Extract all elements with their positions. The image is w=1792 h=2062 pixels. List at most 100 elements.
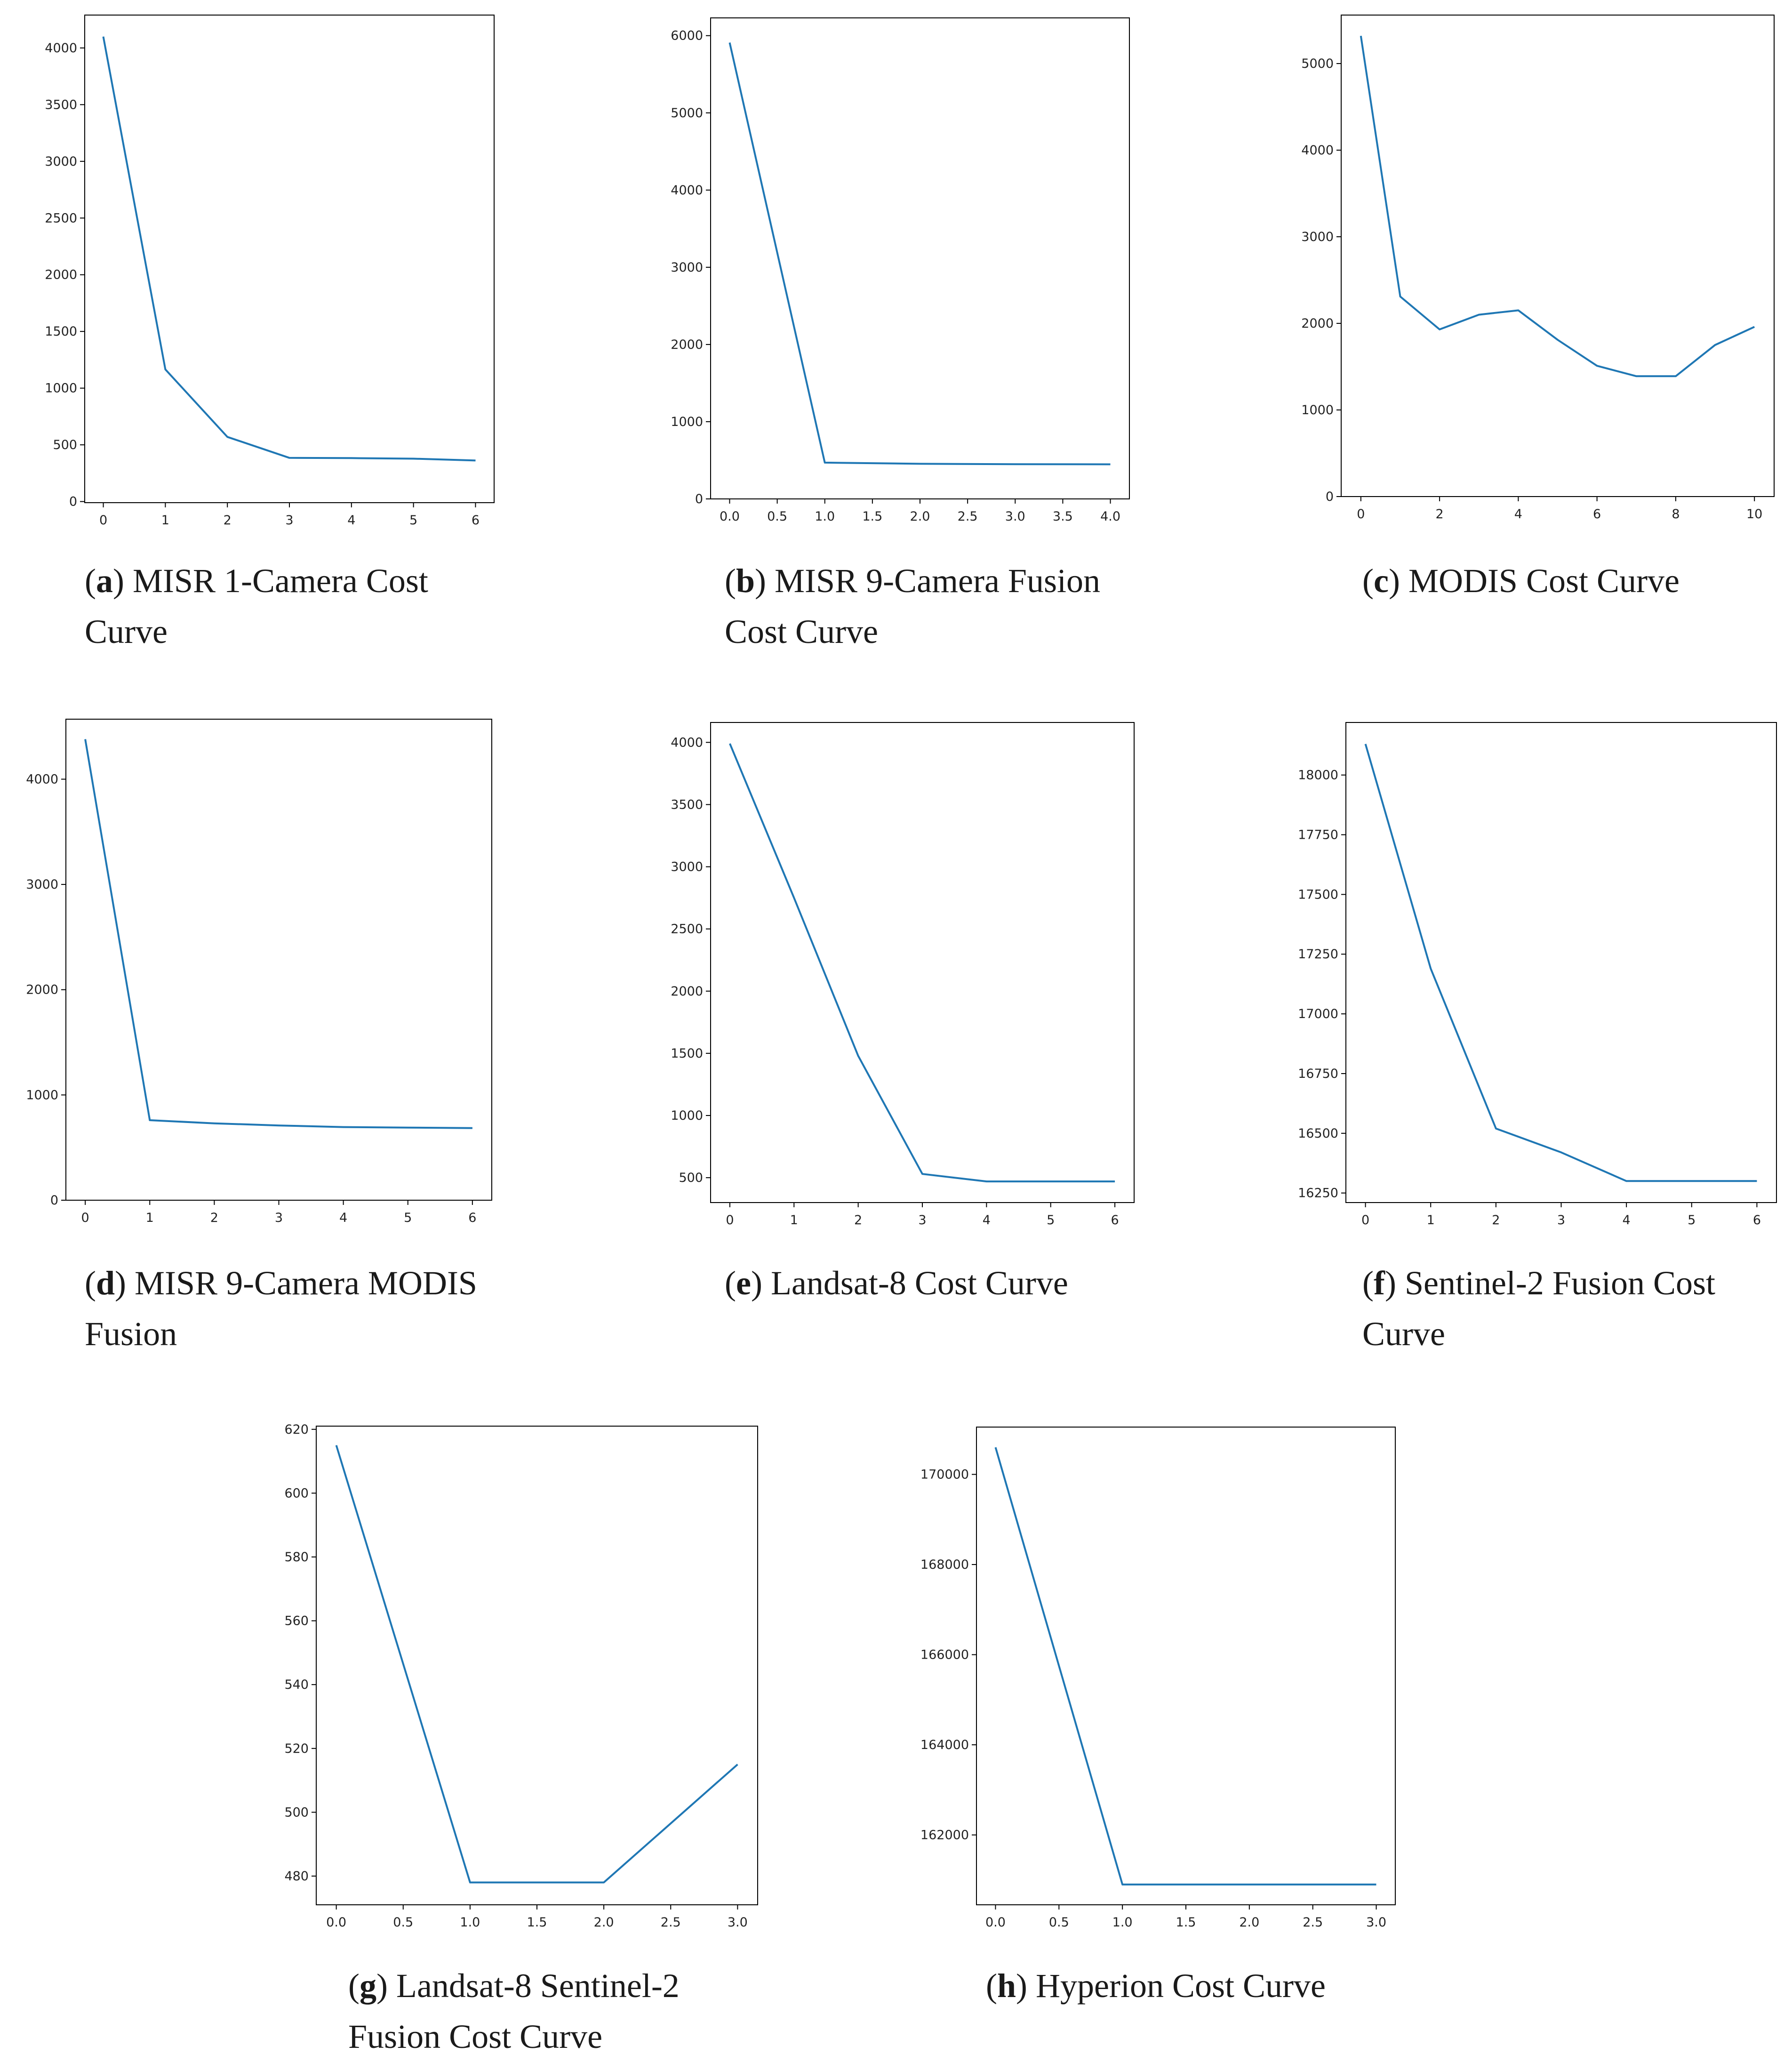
chart-c-xtick-label: 0 bbox=[1357, 507, 1365, 522]
chart-c-xtick-label: 6 bbox=[1593, 507, 1601, 522]
chart-h-frame bbox=[976, 1427, 1396, 1905]
chart-d-xtick-label: 2 bbox=[210, 1211, 218, 1225]
chart-b-svg: 0 1000 2000 3000 4000 5000 6000 0.0 0.5 1.0 1.5 2.0… bbox=[671, 17, 1130, 524]
chart-e-xtick-label: 1 bbox=[790, 1213, 798, 1228]
chart-d-ytick-label: 0 bbox=[50, 1193, 58, 1208]
chart-a-ytick-label: 4000 bbox=[45, 41, 77, 56]
chart-f-ytick-label: 17750 bbox=[1298, 828, 1338, 842]
chart-h-xtick-label: 2.0 bbox=[1239, 1915, 1259, 1930]
chart-c-ytick-label: 1000 bbox=[1301, 403, 1334, 417]
chart-b-caption-text: MISR 9-Camera Fusion Cost Curve bbox=[725, 562, 1100, 650]
chart-f-ytick-label: 17500 bbox=[1298, 887, 1338, 902]
chart-g-series-line bbox=[335, 1445, 738, 1884]
chart-g-ytick-label: 620 bbox=[284, 1422, 309, 1437]
chart-d-series-line bbox=[84, 739, 472, 1129]
chart-b-ytick-label: 4000 bbox=[671, 183, 703, 198]
chart-e-ytick-label: 2000 bbox=[671, 984, 703, 999]
chart-e-caption-letter: e bbox=[736, 1264, 751, 1302]
chart-a-caption-letter: a bbox=[96, 562, 113, 600]
chart-b-ytick-label: 0 bbox=[695, 492, 703, 506]
chart-g-svg: 480 500 520 540 560 580 600 620 0.0 0.5 1.0 1.5 2.0 2… bbox=[284, 1422, 758, 1930]
chart-e-xtick-label: 5 bbox=[1047, 1213, 1055, 1228]
chart-b-ytick-label: 1000 bbox=[671, 415, 703, 429]
chart-f-ytick-label: 17250 bbox=[1298, 947, 1338, 962]
chart-e-frame bbox=[710, 722, 1135, 1203]
chart-a-xtick-label: 1 bbox=[161, 513, 169, 528]
chart-c-ytick-label: 0 bbox=[1326, 489, 1334, 504]
chart-g-xtick-label: 2.0 bbox=[594, 1915, 614, 1930]
chart-e-svg: 500 1000 1500 2000 2500 3000 3500 4000 0 1 2 3 4 5 6 bbox=[671, 722, 1135, 1228]
chart-c-ytick-label: 4000 bbox=[1301, 143, 1334, 158]
chart-h-xtick-label: 0.5 bbox=[1049, 1915, 1069, 1930]
chart-h-xtick-label: 1.5 bbox=[1176, 1915, 1196, 1930]
chart-d-ytick-label: 1000 bbox=[26, 1088, 58, 1102]
chart-a-xtick-label: 2 bbox=[224, 513, 232, 528]
chart-b-xtick-label: 2.5 bbox=[958, 509, 978, 524]
chart-e-ytick-label: 3000 bbox=[671, 860, 703, 875]
chart-g-xtick-label: 3.0 bbox=[728, 1915, 748, 1930]
chart-h-ytick-label: 162000 bbox=[920, 1828, 969, 1843]
chart-e-ytick-label: 2500 bbox=[671, 922, 703, 937]
chart-f-ytick-label: 16500 bbox=[1298, 1126, 1338, 1141]
chart-h-caption-letter: h bbox=[997, 1967, 1016, 2005]
chart-g-ytick-label: 560 bbox=[284, 1614, 309, 1629]
chart-h-ytick-label: 166000 bbox=[920, 1648, 969, 1662]
chart-e-series-line bbox=[729, 743, 1115, 1183]
chart-b-caption: (b) MISR 9-Camera Fusion Cost Curve bbox=[725, 562, 1100, 650]
chart-a-xtick-label: 5 bbox=[409, 513, 417, 528]
chart-c-caption: (c) MODIS Cost Curve bbox=[1362, 562, 1680, 600]
chart-f-ytick-label: 16750 bbox=[1298, 1067, 1338, 1081]
chart-e-caption-text: Landsat-8 Cost Curve bbox=[770, 1264, 1068, 1302]
chart-g-ytick-label: 500 bbox=[284, 1805, 309, 1820]
chart-e-caption: (e) Landsat-8 Cost Curve bbox=[725, 1264, 1068, 1302]
chart-f-xtick-label: 3 bbox=[1557, 1213, 1565, 1228]
chart-h-ytick-label: 170000 bbox=[920, 1468, 969, 1482]
chart-b-series-line bbox=[728, 42, 1111, 465]
chart-a-svg: 0 500 1000 1500 2000 2500 3000 3500 4000 0 1 2 3 4 5 6 bbox=[45, 15, 495, 528]
chart-g-xtick-label: 0.0 bbox=[326, 1915, 346, 1930]
chart-d-xtick-label: 4 bbox=[339, 1211, 347, 1225]
chart-g-xtick-label: 2.5 bbox=[661, 1915, 681, 1930]
chart-a-xtick-label: 3 bbox=[285, 513, 293, 528]
chart-d-xtick-label: 5 bbox=[404, 1211, 412, 1225]
chart-f-xtick-label: 1 bbox=[1427, 1213, 1435, 1228]
chart-c-ytick-label: 5000 bbox=[1301, 56, 1334, 71]
chart-g-frame bbox=[316, 1426, 758, 1905]
chart-d-ytick-label: 4000 bbox=[26, 772, 58, 786]
chart-h-svg: 162000 164000 166000 168000 170000 0.0 0.5 1.0 1… bbox=[920, 1427, 1396, 1930]
chart-c-xtick-label: 8 bbox=[1672, 507, 1680, 522]
chart-f-frame bbox=[1345, 722, 1777, 1203]
chart-d-caption-text: MISR 9-Camera MODIS Fusion bbox=[85, 1264, 477, 1353]
chart-h-xtick-label: 3.0 bbox=[1366, 1915, 1386, 1930]
chart-d-ytick-label: 2000 bbox=[26, 983, 58, 997]
chart-g-caption: (g) Landsat-8 Sentinel-2 Fusion Cost Cur… bbox=[348, 1967, 680, 2055]
chart-f-caption: (f) Sentinel-2 Fusion Cost Curve bbox=[1362, 1264, 1716, 1353]
chart-e-ytick-label: 3500 bbox=[671, 797, 703, 812]
chart-h-xtick-label: 1.0 bbox=[1112, 1915, 1133, 1930]
chart-c-ytick-label: 3000 bbox=[1301, 230, 1334, 244]
chart-c-svg: 0 1000 2000 3000 4000 5000 0 2 4 6 8 10 bbox=[1301, 15, 1775, 522]
chart-f-xtick-label: 2 bbox=[1492, 1213, 1500, 1228]
chart-e-xtick-label: 4 bbox=[983, 1213, 991, 1228]
chart-c-caption-text: MODIS Cost Curve bbox=[1408, 562, 1680, 600]
chart-b-caption-letter: b bbox=[736, 562, 755, 600]
chart-h-ytick-label: 168000 bbox=[920, 1557, 969, 1572]
chart-b-xtick-label: 1.5 bbox=[862, 509, 882, 524]
chart-e-xtick-label: 6 bbox=[1111, 1213, 1119, 1228]
chart-a-ytick-label: 2000 bbox=[45, 268, 77, 282]
chart-a-xtick-label: 4 bbox=[347, 513, 355, 528]
chart-f-series-line bbox=[1364, 744, 1757, 1182]
chart-d-xtick-label: 6 bbox=[468, 1211, 476, 1225]
chart-e-xtick-label: 3 bbox=[918, 1213, 926, 1228]
chart-f-ytick-label: 17000 bbox=[1298, 1007, 1338, 1021]
chart-a-ytick-label: 2500 bbox=[45, 211, 77, 225]
chart-d-xtick-label: 3 bbox=[275, 1211, 283, 1225]
chart-g-caption-text: Landsat-8 Sentinel-2 Fusion Cost Curve bbox=[348, 1967, 680, 2055]
chart-g-ytick-label: 580 bbox=[284, 1550, 309, 1565]
chart-c-xtick-label: 4 bbox=[1514, 507, 1522, 522]
chart-f-ytick-label: 18000 bbox=[1298, 768, 1338, 783]
chart-a-xtick-label: 0 bbox=[99, 513, 107, 528]
chart-b-ytick-label: 3000 bbox=[671, 260, 703, 275]
chart-d-caption: (d) MISR 9-Camera MODIS Fusion bbox=[85, 1264, 477, 1353]
chart-h-caption: (h) Hyperion Cost Curve bbox=[986, 1967, 1326, 2005]
